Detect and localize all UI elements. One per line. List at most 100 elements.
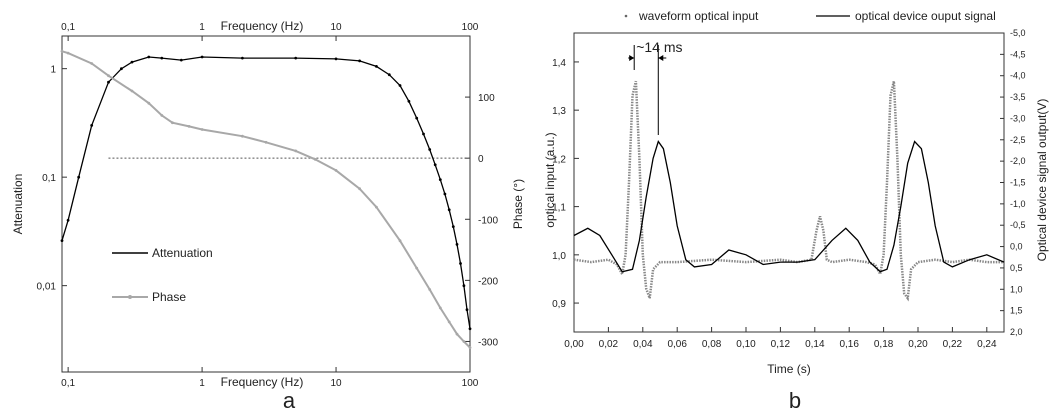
x-tick-label: 0,24 (977, 339, 997, 350)
data-point (468, 327, 472, 331)
legend-label: optical device ouput signal (855, 9, 996, 23)
y-right-tick-label: -100 (478, 215, 498, 226)
data-point (294, 149, 298, 153)
x-top-tick-label: 100 (462, 22, 479, 33)
data-point (462, 284, 466, 288)
x-tick-label: 10 (330, 378, 342, 389)
y-right-tick-label: 2,0 (1010, 327, 1023, 337)
data-point (398, 239, 402, 243)
y-right-tick-label: -1,5 (1010, 178, 1026, 188)
x-tick-label: 0,18 (874, 339, 894, 350)
legend-marker (624, 14, 628, 18)
x-tick-label: 0,02 (599, 339, 619, 350)
data-point (334, 169, 338, 172)
x-axis-label: Time (s) (767, 362, 811, 376)
y-right-tick-label: 0 (478, 154, 484, 165)
data-point (447, 320, 451, 324)
data-point (415, 266, 419, 270)
data-point (241, 134, 244, 138)
y-right-tick-label: -0,5 (1010, 220, 1026, 230)
data-point (443, 192, 447, 196)
data-point (90, 124, 94, 127)
data-point (334, 57, 338, 61)
x-top-tick-label: 0,1 (61, 22, 75, 33)
legend-marker (128, 295, 132, 299)
data-point (130, 60, 134, 64)
x-top-tick-label: 1 (199, 22, 205, 33)
x-tick-label: 0,1 (61, 378, 75, 389)
data-point (428, 288, 432, 291)
data-point (398, 84, 402, 87)
data-point (455, 243, 459, 246)
y-right-tick-label: -1,0 (1010, 199, 1026, 209)
data-point (455, 332, 459, 336)
data-point (459, 262, 462, 265)
data-point (422, 132, 425, 136)
data-point (428, 148, 432, 151)
y-left-axis-label: Attenuation (11, 174, 25, 235)
data-point (66, 218, 70, 222)
data-point (60, 239, 64, 243)
panel-b: 0,00 0,02 0,04 0,06 0,08 0,10 0,12 0,14 0,16 0,18… (543, 9, 1049, 413)
y-left-tick-label: 1,4 (552, 58, 566, 69)
annotation-arrowhead-left (629, 55, 635, 61)
y-right-tick-label: -2,0 (1010, 156, 1026, 166)
y-right-tick-label: -300 (478, 337, 498, 348)
data-point (200, 128, 204, 131)
y-right-tick-label: -5,0 (1010, 28, 1026, 38)
y-right-tick-label: 1,5 (1010, 306, 1023, 316)
data-point (160, 114, 164, 117)
y-left-tick-label: 0,1 (42, 173, 56, 184)
data-point (160, 56, 164, 60)
x-top-axis-label: Frequency (Hz) (221, 19, 304, 33)
x-tick-label: 0,00 (564, 339, 584, 350)
data-point (451, 225, 455, 229)
y-right-axis-label: Optical device signal output(V) (1035, 99, 1049, 262)
data-point (120, 67, 123, 71)
x-tick-label: 0,22 (943, 339, 963, 350)
data-point (415, 116, 419, 120)
data-point (294, 56, 298, 60)
legend-label: Phase (152, 290, 186, 304)
x-tick-label: 0,12 (771, 339, 791, 350)
data-point (147, 55, 151, 59)
data-point (313, 158, 317, 161)
y-right-tick-label: -200 (478, 276, 498, 287)
y-left-axis-label: optical input (a.u.) (543, 132, 557, 227)
data-point (90, 62, 94, 65)
y-right-tick-label: 100 (478, 93, 495, 104)
data-point (171, 121, 174, 125)
y-right-tick-label: -3,5 (1010, 92, 1026, 102)
x-tick-label: 0,10 (736, 339, 756, 350)
data-point (375, 205, 378, 209)
data-point (438, 178, 442, 182)
data-point (60, 49, 64, 53)
x-tick-label: 0,16 (839, 339, 859, 350)
y-left-tick-label: 1,2 (552, 154, 566, 165)
x-tick-label: 100 (462, 378, 479, 389)
y-right-axis-label: Phase (°) (511, 179, 525, 229)
data-point (107, 80, 110, 84)
x-tick-label: 1 (199, 378, 205, 389)
x-tick-label: 0,06 (667, 339, 687, 350)
x-tick-label: 0,08 (702, 339, 722, 350)
y-left-tick-label: 1 (50, 65, 56, 76)
y-right-tick-label: 1,0 (1010, 284, 1023, 294)
annotation-label: ~14 ms (636, 39, 682, 55)
legend-label: waveform optical input (638, 9, 759, 23)
data-point (200, 55, 204, 59)
data-point (387, 73, 391, 77)
annotation-arrowhead-right (658, 55, 664, 61)
y-right-tick-label: 0,5 (1010, 263, 1023, 273)
data-point (66, 51, 70, 55)
series-line-phase (61, 50, 471, 349)
data-point (468, 346, 472, 349)
y-left-tick-label: 0,9 (552, 299, 566, 310)
plot-frame (61, 35, 471, 373)
data-point (438, 306, 442, 310)
y-right-tick-label: -3,0 (1010, 113, 1026, 123)
y-left-tick-label: 1,0 (552, 251, 566, 262)
y-left-tick-label: 1,3 (552, 106, 566, 117)
y-left-tick-label: 0,01 (37, 282, 57, 293)
series-line-attenuation (61, 56, 471, 329)
